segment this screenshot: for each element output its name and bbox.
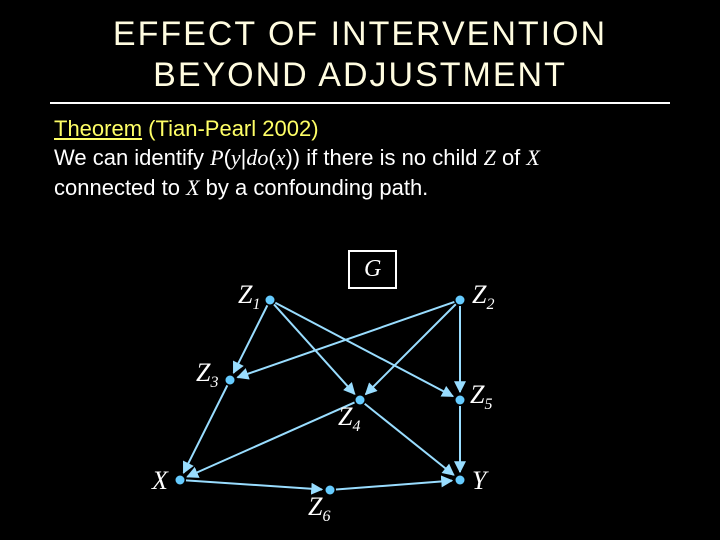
math-close: )) bbox=[285, 145, 300, 170]
node-label-Z5: Z5 bbox=[470, 380, 492, 414]
edge-Z1-Z5 bbox=[275, 303, 453, 396]
slide-title: EFFECT OF INTERVENTION BEYOND ADJUSTMENT bbox=[0, 0, 720, 96]
theorem-text-3: of bbox=[496, 145, 527, 170]
edge-X-Z6 bbox=[186, 480, 322, 489]
graph-area: G Z1Z2Z3Z4Z5XZ6Y bbox=[150, 240, 570, 530]
node-label-Z3: Z3 bbox=[196, 358, 218, 392]
node-label-Z4: Z4 bbox=[338, 402, 360, 436]
node-dot-Z2 bbox=[456, 296, 465, 305]
node-dot-Y bbox=[456, 476, 465, 485]
theorem-text-5: by a confounding path. bbox=[200, 175, 429, 200]
math-do: do bbox=[246, 145, 268, 170]
node-dot-Z3 bbox=[226, 376, 235, 385]
math-y: y bbox=[231, 145, 241, 170]
edge-Z6-Y bbox=[336, 481, 452, 490]
theorem-text-1: We can identify bbox=[54, 145, 210, 170]
node-dot-Z1 bbox=[266, 296, 275, 305]
math-open1: ( bbox=[224, 145, 231, 170]
theorem-header: Theorem (Tian-Pearl 2002) bbox=[54, 114, 666, 144]
edge-Z1-Z4 bbox=[274, 304, 355, 394]
edge-Z1-Z3 bbox=[234, 305, 268, 372]
title-divider bbox=[50, 102, 670, 104]
math-P: P bbox=[210, 145, 223, 170]
math-open2: ( bbox=[268, 145, 275, 170]
node-dot-Z5 bbox=[456, 396, 465, 405]
node-label-Z2: Z2 bbox=[472, 280, 494, 314]
edge-Z3-X bbox=[184, 385, 228, 472]
theorem-body-line-2: connected to X by a confounding path. bbox=[54, 173, 666, 203]
theorem-text-4: connected to bbox=[54, 175, 186, 200]
node-dot-X bbox=[176, 476, 185, 485]
node-label-Z6: Z6 bbox=[308, 492, 330, 526]
theorem-label: Theorem bbox=[54, 116, 142, 141]
theorem-text-2: if there is no child bbox=[300, 145, 483, 170]
var-X-2: X bbox=[186, 175, 199, 200]
node-label-Y: Y bbox=[472, 466, 486, 496]
title-line-2: BEYOND ADJUSTMENT bbox=[0, 55, 720, 96]
edge-Z2-Z3 bbox=[238, 302, 455, 377]
edge-Z4-Y bbox=[365, 404, 454, 475]
node-label-Z1: Z1 bbox=[238, 280, 260, 314]
var-Z: Z bbox=[484, 145, 496, 170]
var-X-1: X bbox=[526, 145, 539, 170]
theorem-block: Theorem (Tian-Pearl 2002) We can identif… bbox=[0, 114, 720, 203]
node-label-X: X bbox=[152, 466, 168, 496]
title-line-1: EFFECT OF INTERVENTION bbox=[0, 14, 720, 55]
theorem-body-line-1: We can identify P(y|do(x)) if there is n… bbox=[54, 143, 666, 173]
theorem-citation: (Tian-Pearl 2002) bbox=[142, 116, 318, 141]
